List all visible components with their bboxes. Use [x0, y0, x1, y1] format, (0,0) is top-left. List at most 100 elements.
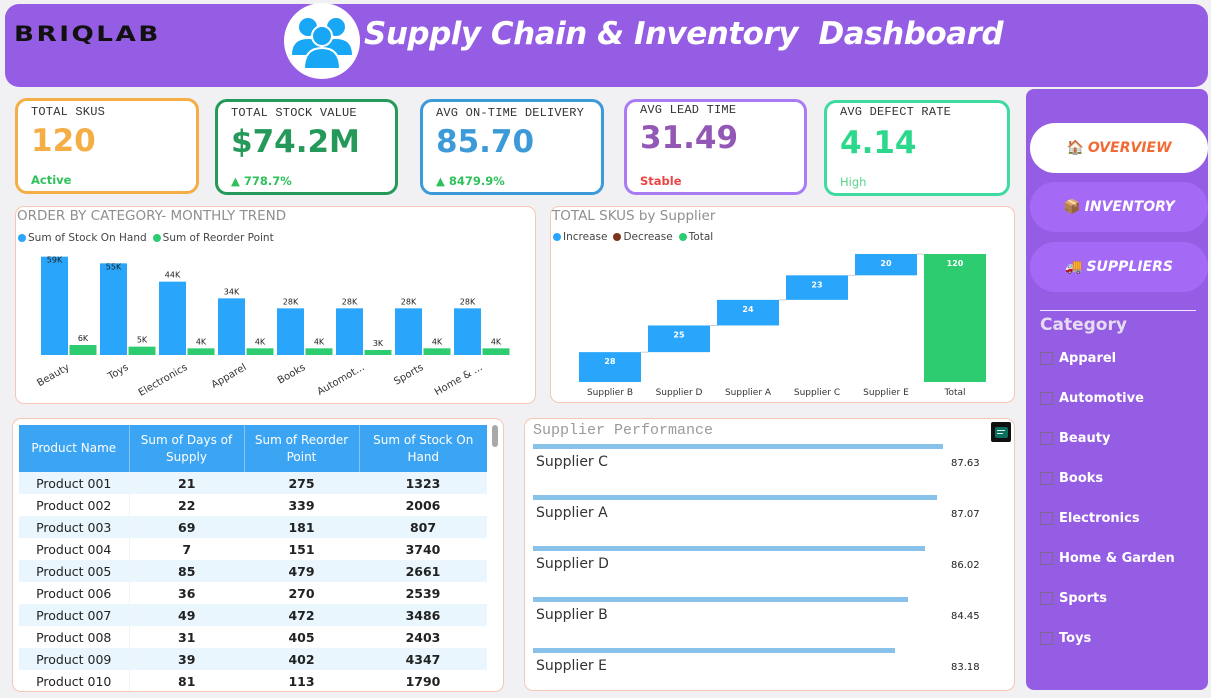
increase-bar[interactable] — [786, 275, 848, 300]
bar-sum-of-stock-on-hand[interactable] — [336, 308, 363, 355]
bar-sum-of-reorder-point[interactable] — [246, 348, 274, 355]
bar-sum-of-reorder-point[interactable] — [482, 348, 510, 355]
supplier-performance-row[interactable]: Supplier D 86.02 — [533, 546, 1013, 596]
kpi-label: AVG DEFECT RATE — [840, 105, 952, 119]
table-row[interactable]: Product 008 31 405 2403 — [19, 626, 487, 648]
increase-bar[interactable] — [648, 325, 710, 353]
checkbox[interactable] — [1040, 392, 1053, 405]
value-cell: 339 — [288, 497, 315, 513]
data-label: 55K — [106, 262, 122, 271]
table-scrollbar[interactable] — [492, 425, 498, 447]
table-row[interactable]: Product 005 85 479 2661 — [19, 560, 487, 582]
performance-value: 87.63 — [951, 458, 980, 469]
checkbox[interactable] — [1040, 512, 1053, 525]
supplier-performance-row[interactable]: Supplier C 87.63 — [533, 444, 1013, 494]
value-cell: 2006 — [405, 497, 441, 513]
category-label: Books — [1059, 471, 1104, 486]
nav-button-inventory[interactable]: 📦 INVENTORY — [1030, 182, 1208, 232]
legend-item-increase[interactable]: Increase — [553, 231, 607, 243]
category-label: Electronics — [1059, 511, 1140, 526]
supplier-performance-row[interactable]: Supplier A 87.07 — [533, 495, 1013, 545]
table-row[interactable]: Product 001 21 275 1323 — [19, 472, 487, 494]
category-option-books[interactable]: Books — [1040, 471, 1103, 486]
bar-sum-of-stock-on-hand[interactable] — [41, 256, 68, 355]
category-option-automotive[interactable]: Automotive — [1040, 391, 1144, 406]
supplier-performance-row[interactable]: Supplier E 83.18 — [533, 648, 1013, 698]
kpi-status: Active — [31, 173, 72, 187]
value-cell: 39 — [129, 648, 244, 670]
kpi-value: $74.2M — [231, 124, 360, 160]
bar-sum-of-reorder-point[interactable] — [187, 348, 215, 355]
table-row[interactable]: Product 006 36 270 2539 — [19, 582, 487, 604]
legend-item-reorder-point[interactable]: Sum of Reorder Point — [152, 232, 274, 244]
checkbox[interactable] — [1040, 432, 1053, 445]
nav-button-suppliers[interactable]: 🚚 SUPPLIERS — [1030, 242, 1208, 292]
nav-button-label: OVERVIEW — [1087, 140, 1172, 156]
kpi-change: ▲ 8479.9% — [436, 174, 505, 188]
bar-sum-of-stock-on-hand[interactable] — [277, 308, 304, 355]
category-option-apparel[interactable]: Apparel — [1040, 351, 1116, 366]
checkbox[interactable] — [1040, 552, 1053, 565]
bar-sum-of-stock-on-hand[interactable] — [159, 281, 186, 355]
bar-sum-of-stock-on-hand[interactable] — [454, 308, 481, 355]
category-option-sports[interactable]: Sports — [1040, 591, 1107, 606]
increase-bar[interactable] — [717, 299, 779, 326]
bar-sum-of-stock-on-hand[interactable] — [395, 308, 422, 355]
table-row[interactable]: Product 010 81 113 1790 — [19, 670, 487, 691]
category-option-toys[interactable]: Toys — [1040, 631, 1091, 646]
value-cell: 2539 — [405, 585, 441, 601]
focus-mode-button[interactable] — [991, 422, 1011, 442]
bar-sum-of-stock-on-hand[interactable] — [218, 298, 245, 355]
value-cell: 2661 — [359, 560, 487, 582]
bar-sum-of-reorder-point[interactable] — [364, 350, 392, 355]
nav-button-overview[interactable]: 🏠 OVERVIEW — [1030, 123, 1208, 173]
performance-bar — [533, 444, 943, 449]
value-cell: 21 — [129, 472, 244, 494]
house-icon: 🏠 — [1066, 140, 1084, 156]
data-label: 3K — [373, 339, 384, 348]
category-option-electronics[interactable]: Electronics — [1040, 511, 1140, 526]
x-tick-label: Books — [276, 362, 308, 387]
table-row[interactable]: Product 003 69 181 807 — [19, 516, 487, 538]
increase-bar[interactable] — [579, 352, 641, 382]
x-tick-label: Sports — [392, 362, 425, 388]
column-header[interactable]: Sum of Days of Supply — [129, 425, 245, 472]
product-name-cell: Product 001 — [19, 472, 130, 494]
category-option-beauty[interactable]: Beauty — [1040, 431, 1110, 446]
bar-sum-of-reorder-point[interactable] — [128, 346, 156, 355]
value-cell: 4347 — [359, 648, 487, 670]
product-name-cell: Product 006 — [19, 582, 130, 604]
chart-legend: Sum of Stock On Hand Sum of Reorder Poin… — [18, 232, 274, 244]
checkbox[interactable] — [1040, 352, 1053, 365]
bar-sum-of-reorder-point[interactable] — [305, 348, 333, 355]
bar-sum-of-stock-on-hand[interactable] — [100, 263, 127, 355]
column-header[interactable]: Product Name — [19, 425, 130, 472]
chart-title: ORDER BY CATEGORY- MONTHLY TREND — [17, 208, 287, 224]
checkbox[interactable] — [1040, 632, 1053, 645]
supplier-performance-row[interactable]: Supplier B 84.45 — [533, 597, 1013, 647]
category-option-home-garden[interactable]: Home & Garden — [1040, 551, 1175, 566]
legend-item-total[interactable]: Total — [678, 231, 713, 243]
x-tick-label: Supplier B — [587, 388, 633, 398]
legend-item-stock-on-hand[interactable]: Sum of Stock On Hand — [18, 232, 147, 244]
bar-sum-of-reorder-point[interactable] — [423, 348, 451, 355]
performance-value: 87.07 — [951, 509, 980, 520]
legend-label: Sum of Stock On Hand — [28, 232, 147, 244]
table-row[interactable]: Product 007 49 472 3486 — [19, 604, 487, 626]
column-header[interactable]: Sum of Reorder Point — [244, 425, 360, 472]
checkbox[interactable] — [1040, 472, 1053, 485]
kpi-label: AVG ON-TIME DELIVERY — [436, 106, 585, 120]
total-bar[interactable] — [924, 254, 986, 382]
table-row[interactable]: Product 009 39 402 4347 — [19, 648, 487, 670]
checkbox[interactable] — [1040, 592, 1053, 605]
category-divider — [1040, 310, 1196, 311]
table-row[interactable]: Product 004 7 151 3740 — [19, 538, 487, 560]
bar-sum-of-reorder-point[interactable] — [69, 345, 97, 355]
table-row[interactable]: Product 002 22 339 2006 — [19, 494, 487, 516]
increase-bar[interactable] — [855, 254, 917, 276]
legend-dot — [18, 234, 26, 242]
data-label: 34K — [224, 287, 240, 296]
data-label: 28K — [460, 297, 476, 306]
legend-item-decrease[interactable]: Decrease — [613, 231, 673, 243]
column-header[interactable]: Sum of Stock On Hand — [359, 425, 487, 472]
